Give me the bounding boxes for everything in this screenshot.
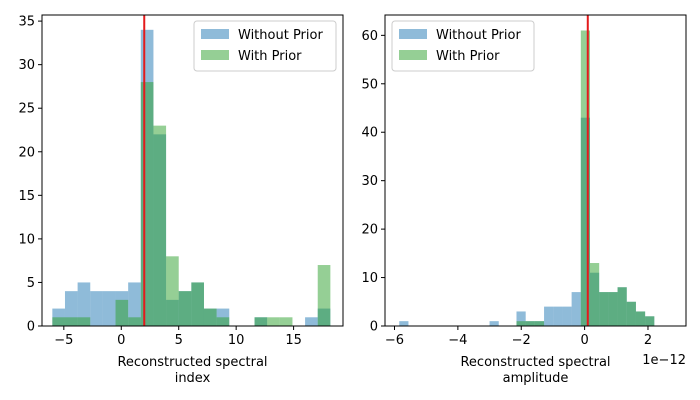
x-tick-label: −6 — [385, 333, 404, 348]
bar-with-prior — [140, 82, 154, 326]
x-tick-label: −2 — [512, 333, 531, 348]
legend-swatch — [399, 29, 427, 39]
bar-with-prior — [279, 317, 293, 326]
x-tick-label: 5 — [175, 333, 183, 348]
legend-swatch — [201, 29, 229, 39]
bar-with-prior — [580, 30, 590, 327]
bar-with-prior — [525, 321, 535, 326]
x-tick-label: 15 — [285, 333, 302, 348]
x-tick-label: −5 — [54, 333, 73, 348]
y-tick-label: 60 — [361, 29, 378, 44]
bar-with-prior — [617, 287, 627, 326]
bar-with-prior — [64, 317, 78, 326]
x-axis-offset-text: 1e−12 — [642, 353, 686, 368]
bar-with-prior — [178, 291, 192, 326]
bar-with-prior — [626, 301, 636, 326]
legend: Without Prior With Prior — [391, 20, 535, 72]
bar-with-prior — [191, 282, 204, 326]
bar-with-prior — [267, 317, 280, 326]
x-axis-label: amplitude — [503, 371, 569, 386]
bar-with-prior — [645, 316, 655, 326]
y-tick-label: 10 — [18, 232, 35, 247]
bar-without-prior — [516, 311, 526, 326]
y-tick-label: 5 — [27, 276, 35, 291]
legend-swatch — [201, 50, 229, 60]
y-tick-label: 40 — [361, 126, 378, 141]
bar-with-prior — [128, 317, 141, 326]
bar-with-prior — [77, 317, 91, 326]
bar-without-prior — [489, 321, 499, 326]
bar-with-prior — [635, 311, 646, 326]
bar-with-prior — [317, 265, 331, 326]
y-tick-label: 30 — [361, 174, 378, 189]
y-tick-label: 30 — [18, 58, 35, 73]
bar-without-prior — [77, 282, 91, 326]
axes-frame — [384, 14, 687, 327]
bar-with-prior — [203, 308, 217, 326]
y-tick-label: 10 — [361, 271, 378, 286]
y-tick-label: 35 — [18, 15, 35, 30]
bar-with-prior — [516, 321, 526, 326]
x-axis-label: Reconstructed spectral — [117, 355, 267, 370]
bar-with-prior — [599, 292, 609, 326]
bar-with-prior — [153, 125, 167, 326]
bar-without-prior — [553, 306, 563, 326]
bar-without-prior — [544, 306, 554, 326]
bar-without-prior — [399, 321, 409, 326]
y-tick-label: 25 — [18, 102, 35, 117]
bar-without-prior — [562, 306, 572, 326]
bar-with-prior — [254, 317, 268, 326]
bar-without-prior — [128, 282, 141, 326]
x-tick-label: 10 — [228, 333, 245, 348]
x-tick-label: 0 — [117, 333, 125, 348]
y-tick-label: 0 — [27, 320, 35, 335]
bar-with-prior — [216, 317, 230, 326]
y-tick-label: 20 — [361, 223, 378, 238]
legend-box — [193, 20, 337, 72]
legend: Without Prior With Prior — [193, 20, 337, 72]
bar-with-prior — [166, 256, 179, 326]
legend-box — [391, 20, 535, 72]
bar-without-prior — [571, 292, 581, 326]
x-tick-label: 2 — [644, 333, 652, 348]
legend-label: With Prior — [436, 49, 500, 64]
bar-without-prior — [305, 317, 318, 326]
bar-without-prior — [102, 291, 116, 326]
y-tick-label: 0 — [370, 320, 378, 335]
legend-swatch — [399, 50, 427, 60]
axes-frame — [41, 14, 344, 327]
bar-with-prior — [115, 299, 129, 326]
x-tick-label: −4 — [448, 333, 467, 348]
legend-label: Without Prior — [238, 28, 323, 43]
x-axis-label: Reconstructed spectral — [460, 355, 610, 370]
bar-with-prior — [52, 317, 65, 326]
y-tick-label: 15 — [18, 189, 35, 204]
legend-label: Without Prior — [436, 28, 521, 43]
x-tick-label: 0 — [580, 333, 588, 348]
bar-with-prior — [608, 292, 618, 326]
y-tick-label: 20 — [18, 145, 35, 160]
bar-with-prior — [589, 263, 600, 326]
y-tick-label: 50 — [361, 77, 378, 92]
left-histogram-panel: −5 0 5 10 15 0 5 10 15 20 25 30 35 Reconstructed spec… — [18, 14, 344, 386]
bar-without-prior — [90, 291, 103, 326]
x-axis-label: index — [175, 371, 211, 386]
bar-with-prior — [534, 321, 545, 326]
legend-label: With Prior — [238, 49, 302, 64]
